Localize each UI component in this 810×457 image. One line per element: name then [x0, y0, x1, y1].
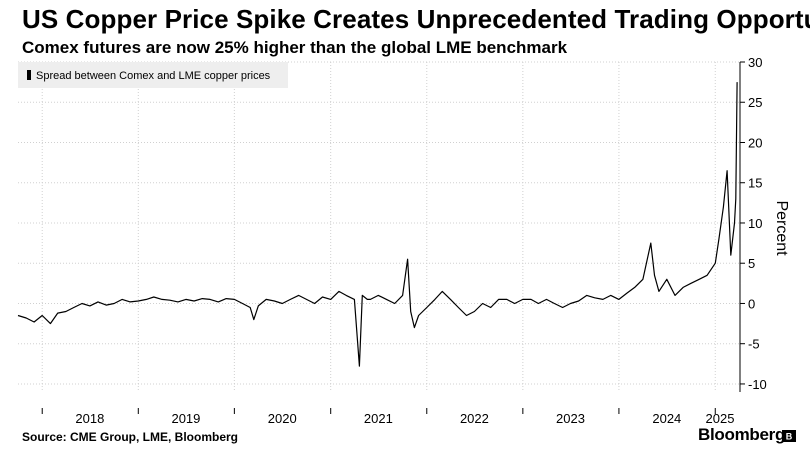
- x-tick-label: 2024: [652, 411, 681, 426]
- y-tick-label: -5: [748, 337, 760, 352]
- x-tick-label: 2020: [268, 411, 297, 426]
- y-axis-label: Percent: [773, 200, 790, 256]
- brand-name: Bloomberg: [698, 425, 786, 444]
- x-tick-label: 2022: [460, 411, 489, 426]
- y-tick-label: 0: [748, 296, 755, 311]
- svg-text:B: B: [786, 432, 793, 442]
- x-tick-label: 2021: [364, 411, 393, 426]
- x-tick-label: 2025: [706, 411, 735, 426]
- grid-lines: [18, 61, 740, 392]
- bloomberg-logo-icon: B: [782, 430, 796, 442]
- y-tick-label: 30: [748, 55, 762, 70]
- source-note: Source: CME Group, LME, Bloomberg: [22, 430, 239, 444]
- chart-title: US Copper Price Spike Creates Unpreceden…: [22, 4, 810, 34]
- y-tick-label: 10: [748, 216, 762, 231]
- y-tick-label: -10: [748, 377, 767, 392]
- legend-swatch: [27, 70, 31, 80]
- chart-subtitle: Comex futures are now 25% higher than th…: [22, 38, 568, 57]
- x-tick-label: 2023: [556, 411, 585, 426]
- y-axis-ticks: -10 -5 0 5 10 15 20 25 30: [740, 55, 767, 392]
- x-axis-ticks: 2018 2019 2020 2021 2022 2023 2024 2025: [41, 408, 735, 426]
- y-tick-label: 25: [748, 95, 762, 110]
- legend-background: [18, 62, 288, 88]
- spread-series-line: [17, 82, 738, 367]
- y-tick-label: 15: [748, 176, 762, 191]
- x-tick-label: 2018: [75, 411, 104, 426]
- y-tick-label: 5: [748, 256, 755, 271]
- legend-label: Spread between Comex and LME copper pric…: [36, 70, 271, 82]
- x-tick-label: 2019: [171, 411, 200, 426]
- legend: Spread between Comex and LME copper pric…: [18, 62, 288, 88]
- y-tick-label: 20: [748, 135, 762, 150]
